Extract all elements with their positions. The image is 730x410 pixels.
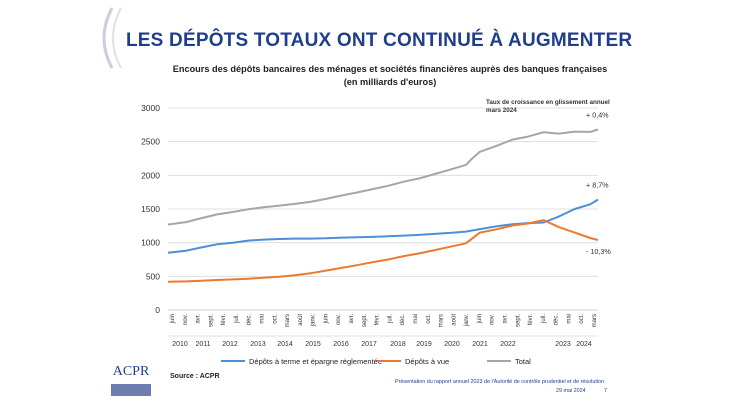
x-tick-label: févr. <box>221 314 227 326</box>
x-year-label: 2023 <box>555 341 571 348</box>
acpr-logo-band <box>111 384 151 396</box>
x-tick-label: oct. <box>579 314 585 324</box>
x-tick-label: nov. <box>490 314 496 325</box>
x-tick-label: mars <box>592 314 598 327</box>
x-tick-label: juin <box>477 314 483 324</box>
x-tick-label: janv. <box>464 314 470 328</box>
x-tick-label: oct. <box>426 314 432 324</box>
x-tick-label: janv. <box>311 314 317 328</box>
x-tick-label: sept. <box>208 314 214 327</box>
x-tick-label: août <box>451 314 457 326</box>
series-line <box>167 219 599 283</box>
x-tick-label: févr. <box>528 314 534 326</box>
x-year-label: 2012 <box>222 341 238 348</box>
x-tick-label: sept. <box>362 314 368 327</box>
x-year-label: 2018 <box>390 341 406 348</box>
x-tick-label: juil. <box>234 314 240 324</box>
footer-date: 29 mai 2024 <box>556 388 586 394</box>
x-year-label: 2021 <box>472 341 488 348</box>
x-year-label: 2020 <box>444 341 460 348</box>
x-tick-label: déc. <box>400 314 406 326</box>
x-tick-label: déc. <box>554 314 560 326</box>
x-tick-label: mai <box>413 314 419 324</box>
page-number: 7 <box>604 388 607 394</box>
chart-title-line-2: (en milliards d'euros) <box>343 77 437 87</box>
x-year-label: 2024 <box>576 341 592 348</box>
x-tick-label: avr. <box>349 314 355 324</box>
series-line <box>167 198 599 254</box>
x-tick-label: juin <box>170 314 176 324</box>
series-end-label: + 0,4% <box>586 111 609 120</box>
x-year-label: 2017 <box>361 341 377 348</box>
x-year-label: 2016 <box>333 341 349 348</box>
x-year-label: 2011 <box>195 341 210 348</box>
x-tick-label: mars <box>439 314 445 327</box>
x-year-label: 2013 <box>250 341 266 348</box>
legend-label: Dépôts à vue <box>405 357 449 366</box>
x-year-label: 2015 <box>305 341 321 348</box>
series-line <box>167 128 599 226</box>
x-tick-label: mai <box>566 314 572 324</box>
y-tick-label: 2500 <box>141 137 160 147</box>
y-tick-label: 1000 <box>141 238 160 248</box>
x-year-label: 2019 <box>416 341 432 348</box>
x-tick-label: nov. <box>336 314 342 325</box>
x-tick-label: avr. <box>196 314 202 324</box>
acpr-logo: ACPR <box>108 360 154 404</box>
acpr-logo-text: ACPR <box>112 364 150 379</box>
chart-source: Source : ACPR <box>170 373 220 380</box>
x-tick-label: oct. <box>272 314 278 324</box>
x-tick-label: mars <box>285 314 291 327</box>
x-tick-label: févr. <box>375 314 381 326</box>
annotation-growth-rate: Taux de croissance en glissement annuel <box>486 99 610 106</box>
x-tick-label: août <box>298 314 304 326</box>
y-tick-label: 1500 <box>141 204 160 214</box>
y-tick-label: 0 <box>155 305 160 315</box>
legend-label: Dépôts à terme et épargne réglementée <box>249 357 382 366</box>
annotation-growth-rate-line2: mars 2024 <box>486 107 517 114</box>
x-year-label: 2010 <box>172 341 188 348</box>
page-title: LES DÉPÔTS TOTAUX ONT CONTINUÉ À AUGMENT… <box>126 30 633 51</box>
y-tick-label: 3000 <box>141 103 160 113</box>
series-end-label: + 8,7% <box>586 181 609 190</box>
x-tick-label: sept. <box>515 314 521 327</box>
x-tick-label: déc. <box>247 314 253 326</box>
x-tick-label: juil. <box>387 314 393 324</box>
x-year-label: 2022 <box>500 341 516 348</box>
x-tick-label: juil. <box>541 314 547 324</box>
x-year-label: 2014 <box>277 341 293 348</box>
y-tick-label: 500 <box>146 271 160 281</box>
chart-title: Encours des dépôts bancaires des ménages… <box>140 63 640 89</box>
chart-title-line-1: Encours des dépôts bancaires des ménages… <box>172 64 608 74</box>
footer-text: Présentation du rapport annuel 2023 de l… <box>395 379 605 385</box>
x-tick-label: nov. <box>183 314 189 325</box>
series-end-label: - 10,3% <box>586 247 611 256</box>
y-tick-label: 2000 <box>141 170 160 180</box>
x-tick-label: juin <box>323 314 329 324</box>
x-tick-label: mai <box>260 314 266 324</box>
legend-label: Total <box>515 357 531 366</box>
x-tick-label: avr. <box>502 314 508 324</box>
